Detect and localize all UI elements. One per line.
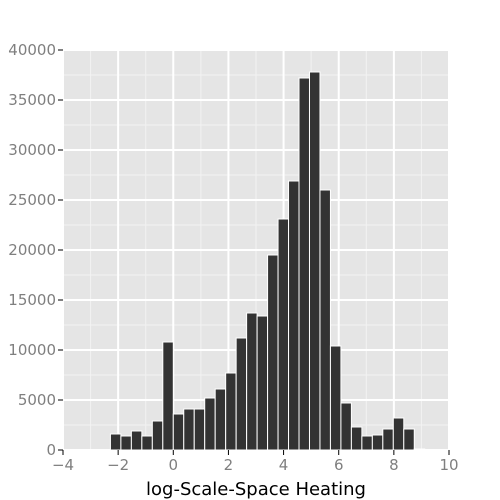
y-tick-label: 40000 <box>8 41 56 59</box>
histogram-bar <box>288 180 300 451</box>
x-tick-label: −2 <box>107 456 129 474</box>
x-tick-label: 0 <box>169 456 179 474</box>
histogram-bar <box>235 337 248 451</box>
x-axis-title: log-Scale-Space Heating <box>146 479 366 500</box>
histogram-bar <box>246 312 258 451</box>
y-tick-label: 25000 <box>8 191 56 209</box>
histogram-bar <box>225 372 237 451</box>
histogram-bar <box>130 430 143 451</box>
y-tick-label: 10000 <box>8 341 56 359</box>
histogram-bar <box>319 189 331 451</box>
histogram-bar <box>413 448 426 451</box>
histogram-bar <box>277 218 290 451</box>
histogram-bar <box>382 428 394 451</box>
y-tick-label: 15000 <box>8 291 56 309</box>
y-axis-tick-labels: 0 5000 10000 15000 20000 25000 30000 35000 40000 <box>8 41 56 459</box>
histogram-bar <box>329 345 342 451</box>
y-tick-label: 30000 <box>8 141 56 159</box>
histogram-bar <box>193 408 206 451</box>
histogram-bar <box>141 435 153 451</box>
x-tick-label: 6 <box>334 456 344 474</box>
histogram-bar <box>256 315 269 451</box>
x-tick-label: −4 <box>52 456 74 474</box>
histogram-bar <box>109 433 122 451</box>
histogram-bar <box>403 428 415 451</box>
x-tick-label: 10 <box>439 456 458 474</box>
x-tick-label: 2 <box>224 456 234 474</box>
histogram-bar <box>267 254 279 451</box>
histogram-bar <box>340 402 352 451</box>
axis-ticks <box>58 49 450 455</box>
histogram-bar <box>308 71 321 451</box>
histogram-bars <box>109 71 426 451</box>
histogram-bar <box>172 413 185 451</box>
x-axis-tick-labels: −4 −2 0 2 4 6 8 10 <box>52 456 459 474</box>
y-tick-label: 35000 <box>8 91 56 109</box>
x-tick-label: 4 <box>279 456 289 474</box>
histogram-bar <box>298 77 310 451</box>
histogram-bar <box>214 388 227 451</box>
histogram-bar <box>162 341 174 451</box>
histogram-bar <box>151 420 164 451</box>
histogram-bar <box>392 417 405 451</box>
histogram-bar <box>350 426 363 451</box>
histogram-bar <box>371 434 384 451</box>
histogram-bar <box>183 408 195 451</box>
histogram-bar <box>120 435 132 451</box>
y-tick-label: 0 <box>46 441 56 459</box>
histogram-bar <box>361 435 373 451</box>
histogram-bar <box>204 397 216 451</box>
y-tick-label: 5000 <box>18 391 56 409</box>
y-tick-label: 20000 <box>8 241 56 259</box>
x-tick-label: 8 <box>389 456 399 474</box>
